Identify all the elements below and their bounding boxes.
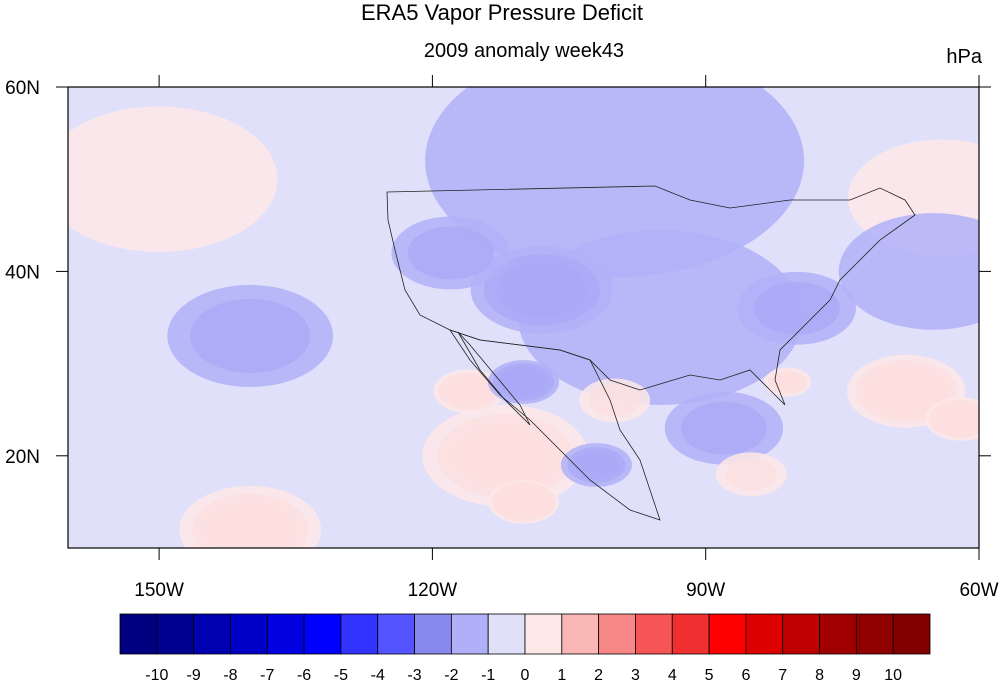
colorbar-swatch: [377, 613, 415, 655]
colorbar-label: 9: [852, 667, 861, 681]
baja-outline: [457, 331, 531, 426]
anomaly-contour: [487, 480, 560, 524]
anomaly-contour: [764, 367, 812, 397]
colorbar-label: 5: [705, 667, 714, 681]
colorbar-label: 10: [884, 667, 902, 681]
anomaly-contour: [422, 404, 589, 507]
anomaly-contour: [470, 246, 613, 334]
x-tick-label: 150W: [134, 580, 184, 601]
chart-title: ERA5 Vapor Pressure Deficit: [360, 0, 644, 25]
colorbar-label: -3: [407, 667, 421, 681]
colorbar-swatch: [414, 613, 452, 655]
anomaly-contour: [68, 106, 278, 253]
colorbar-swatch: [340, 613, 379, 655]
chart-subtitle: 2009 anomaly week43: [423, 40, 625, 62]
colorbar-swatch: [561, 613, 600, 655]
anomaly-contour: [664, 391, 784, 465]
units-label: hPa: [946, 46, 982, 68]
plot-frame: [67, 86, 980, 549]
colorbar-label: 8: [815, 667, 824, 681]
colorbar-label: -8: [223, 667, 237, 681]
colorbar-label: 4: [668, 667, 677, 681]
colorbar-swatch: [193, 613, 231, 655]
anomaly-contour: [925, 397, 979, 441]
colorbar-label: 0: [521, 667, 530, 681]
anomaly-contour: [167, 284, 334, 387]
colorbar-label: 1: [557, 667, 566, 681]
colorbar-label: -10: [145, 667, 168, 681]
colorbar-swatch: [156, 613, 195, 655]
colorbar-label: -9: [187, 667, 201, 681]
colorbar-swatch: [635, 613, 673, 655]
colorbar-label: -7: [260, 667, 274, 681]
anomaly-contour: [715, 452, 787, 497]
colorbar-label: -5: [334, 667, 348, 681]
y-tick-label: 20N: [5, 447, 40, 468]
colorbar-swatch: [708, 613, 747, 655]
colorbar-label: 2: [594, 667, 603, 681]
x-tick-label: 120W: [408, 580, 458, 601]
colorbar-swatch: [230, 613, 268, 655]
colorbar-swatch: [487, 613, 526, 655]
colorbar-swatch: [782, 613, 820, 655]
anomaly-contour: [737, 271, 857, 345]
colorbar-label: 3: [631, 667, 640, 681]
colorbar-swatch: [671, 613, 710, 655]
anomaly-contour: [838, 213, 979, 330]
anomaly-contour: [487, 360, 560, 404]
colorbar-swatch: [819, 613, 857, 655]
colorbar-swatch: [855, 613, 894, 655]
colorbar-label: 7: [778, 667, 787, 681]
colorbar-swatch: [450, 613, 489, 655]
colorbar-label: -1: [481, 667, 495, 681]
colorbar-label: -4: [371, 667, 385, 681]
x-tick-label: 60W: [959, 580, 998, 601]
x-tick-label: 90W: [686, 580, 725, 601]
colorbar-label: 6: [741, 667, 750, 681]
colorbar-swatch: [745, 613, 784, 655]
anomaly-contour: [179, 485, 322, 548]
colorbar-swatch: [524, 613, 563, 655]
anomaly-contour: [391, 216, 510, 290]
colorbar-swatch: [266, 613, 305, 655]
anomaly-contour: [425, 87, 805, 278]
anomaly-contour: [579, 378, 651, 423]
y-tick-label: 40N: [5, 262, 40, 283]
colorbar-label: -2: [444, 667, 458, 681]
anomaly-contour: [560, 443, 632, 487]
anomaly-contour: [433, 369, 505, 414]
colorbar-swatch: [892, 613, 931, 655]
y-tick-label: 60N: [5, 78, 40, 99]
colorbar-swatch: [598, 613, 636, 655]
colorbar-label: -6: [297, 667, 311, 681]
colorbar-swatch: [303, 613, 342, 655]
colorbar-swatch: [119, 613, 158, 655]
